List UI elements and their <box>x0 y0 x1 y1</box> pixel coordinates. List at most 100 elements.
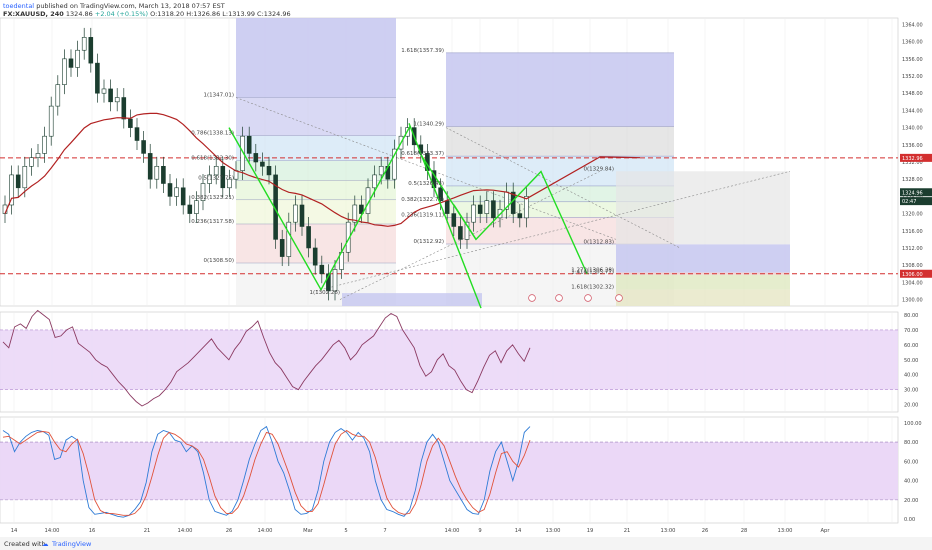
fib-ext-label: 1.272(1306.28) <box>571 268 614 274</box>
harmonic-leg <box>419 153 588 275</box>
x-axis-tick: 14:00 <box>258 528 273 534</box>
rsi-band <box>0 329 898 390</box>
x-axis-tick: 21 <box>144 528 151 534</box>
x-axis-tick: Apr <box>821 528 831 534</box>
fib-left-zone-top <box>236 18 396 98</box>
main-y-tick: 1344.00 <box>902 108 923 114</box>
stoch-line <box>2 429 531 516</box>
fib-right-label: 0(1312.92) <box>413 239 444 245</box>
main-y-tick: 1328.00 <box>902 177 923 183</box>
candle-body <box>286 221 292 257</box>
candle-body <box>194 200 199 214</box>
candle-body <box>213 165 219 176</box>
candle-body <box>207 174 212 184</box>
x-axis-tick: 14 <box>515 528 522 534</box>
x-axis-tick: 13:00 <box>546 528 561 534</box>
candle-body <box>22 165 28 189</box>
candle-body <box>471 204 476 223</box>
publish-line: toedental published on TradingView.com, … <box>3 2 291 10</box>
x-axis-tick: 9 <box>478 528 481 534</box>
author-link[interactable]: toedental <box>3 2 35 10</box>
candle-body <box>62 58 67 85</box>
stoch-y-tick: 40.00 <box>904 479 918 485</box>
candle-body <box>180 187 186 206</box>
harmonic-leg <box>453 204 477 240</box>
candle-body <box>88 37 94 64</box>
candle-body <box>392 148 397 180</box>
candle-body <box>438 187 443 201</box>
symbol-name[interactable]: FX:XAUUSD, 240 <box>3 10 64 18</box>
publish-info: published on TradingView.com, March 13, … <box>36 2 225 10</box>
main-y-tick: 1332.00 <box>902 160 923 166</box>
x-axis-tick: 26 <box>702 528 709 534</box>
fib-right-zone <box>446 126 674 157</box>
stoch-y-tick: 100.00 <box>904 421 922 427</box>
candle-body <box>134 127 140 141</box>
candle-body <box>167 183 173 197</box>
main-y-tick: 1336.00 <box>902 143 923 149</box>
candle-body <box>55 84 61 107</box>
fib-ext-zone <box>616 274 790 290</box>
stoch-line <box>2 425 531 518</box>
last-price: 1324.86 <box>65 10 93 18</box>
main-y-tick: 1308.00 <box>902 263 923 269</box>
x-axis-tick: Mar <box>303 528 314 534</box>
candle-body <box>359 204 364 214</box>
x-axis-tick: 16 <box>89 528 96 534</box>
x-axis-tick: 5 <box>344 528 347 534</box>
fib-trend-line <box>315 170 791 292</box>
rsi-y-tick: 20.00 <box>904 403 918 409</box>
candle-body <box>458 226 463 240</box>
rsi-y-tick: 70.00 <box>904 328 918 334</box>
candle-body <box>372 174 377 189</box>
candle-body <box>260 161 265 167</box>
fib-ext-label: 0(1312.83) <box>583 239 614 245</box>
candle-body <box>332 269 338 292</box>
candle-body <box>9 174 14 206</box>
candle-body <box>75 49 80 68</box>
main-y-tick: 1356.00 <box>902 57 923 63</box>
rsi-line <box>2 309 531 407</box>
footer-brand[interactable]: TradingView <box>52 540 92 548</box>
x-axis-tick: 14:00 <box>178 528 193 534</box>
candle-body <box>524 196 529 219</box>
price-label-box <box>900 269 932 278</box>
candle-body <box>319 264 325 275</box>
main-y-tick: 1360.00 <box>902 40 923 46</box>
fib-left-label: 0.5(1327.75) <box>198 175 234 181</box>
candle-body <box>477 204 483 214</box>
chart-canvas[interactable]: 1(1347.01) 0.786(1338.13) 0.618(1332.30) 0.… <box>0 0 932 537</box>
candle-body <box>266 165 272 176</box>
fib-right-label: 0.618(1333.37) <box>401 151 444 157</box>
fib-ext-zone <box>616 171 790 245</box>
candle-body <box>253 153 259 163</box>
main-y-tick: 1304.00 <box>902 280 923 286</box>
stoch-y-tick: 60.00 <box>904 459 918 465</box>
event-flag-icon <box>584 294 592 302</box>
candle-body <box>114 97 120 103</box>
fib-trend-line <box>339 171 601 300</box>
fib-left-label: 0(1308.50) <box>203 258 234 264</box>
tradingview-logo-icon[interactable]: ☁ <box>42 540 49 548</box>
x-axis-tick: 13:00 <box>661 528 676 534</box>
candle-body <box>246 135 252 154</box>
candle-body <box>352 204 358 223</box>
main-y-tick: 1352.00 <box>902 74 923 80</box>
main-y-tick: 1300.00 <box>902 298 923 304</box>
candle-body <box>312 247 318 266</box>
fib-left-zone <box>236 97 396 136</box>
symbol-line: FX:XAUUSD, 240 1324.86 +2.04 (+0.15%) O:… <box>3 10 291 18</box>
x-axis-tick: 14 <box>11 528 18 534</box>
fib-left-label: 0.236(1317.58) <box>191 219 234 225</box>
main-y-tick: 1348.00 <box>902 91 923 97</box>
candle-body <box>464 221 470 240</box>
main-y-tick: 1364.00 <box>902 22 923 28</box>
rsi-y-tick: 80.00 <box>904 313 918 319</box>
main-y-tick: 1340.00 <box>902 126 923 132</box>
candle-body <box>378 165 384 176</box>
price-label: 02:47 <box>902 199 916 205</box>
x-axis-tick: 13:00 <box>778 528 793 534</box>
candle-body <box>174 187 179 197</box>
chart-header: toedental published on TradingView.com, … <box>3 2 291 18</box>
x-axis-tick: 14:00 <box>45 528 60 534</box>
